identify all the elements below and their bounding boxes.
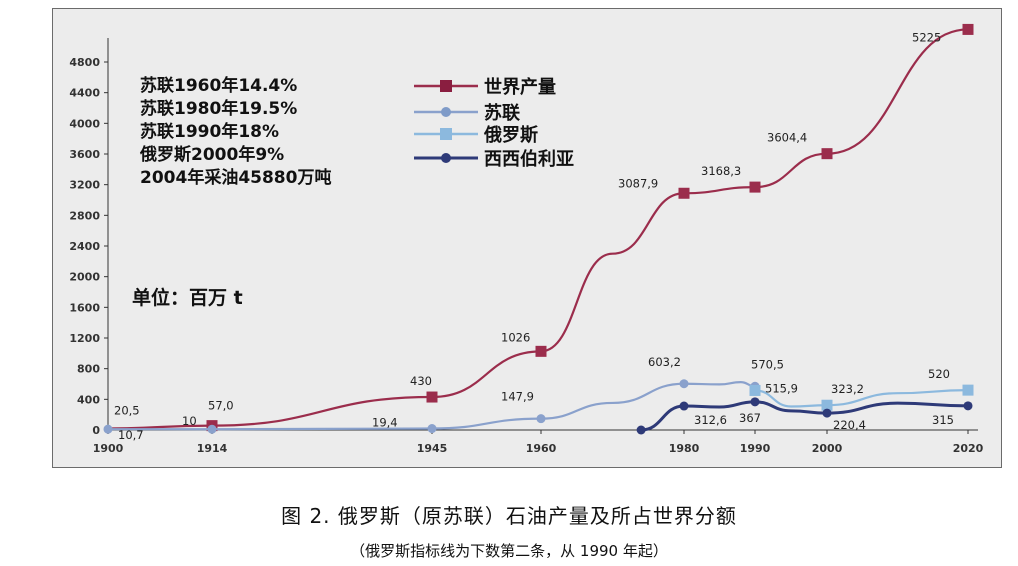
y-tick-label-4000: 4000 [69, 117, 100, 130]
y-tick-label-3200: 3200 [69, 179, 100, 192]
series-point-west-siberia-2000 [822, 408, 832, 418]
data-labels: 20,5 10,7 10 57,0 19,4 430 147,9 1026 3087,9 603,… [114, 30, 954, 442]
y-tick-label-2000: 2000 [69, 271, 100, 284]
figure-caption: 图 2. 俄罗斯（原苏联）石油产量及所占世界分额 [281, 504, 737, 528]
notes-block: 苏联1960年14.4% 苏联1980年19.5% 苏联1990年18% 俄罗斯… [139, 75, 331, 188]
data-label-18: 5225 [912, 30, 941, 44]
x-tick-label-1900: 1900 [93, 442, 124, 455]
data-label-4: 19,4 [372, 416, 398, 430]
data-label-13: 515,9 [765, 381, 798, 395]
unit-label: 单位：百万 t [132, 286, 243, 309]
series-point-ussr-1960 [536, 414, 546, 424]
data-label-14: 367 [739, 411, 761, 425]
series-point-russia-2000 [821, 399, 833, 411]
series-point-ussr-1900 [103, 424, 113, 434]
y-tick-label-400: 400 [77, 393, 100, 406]
series-point-west-siberia-1974 [636, 425, 646, 435]
legend-marker-russia [440, 128, 452, 140]
data-label-7: 1026 [501, 330, 530, 344]
y-tick-label-0: 0 [92, 424, 100, 437]
y-tick-label-4400: 4400 [69, 87, 100, 100]
legend-item-west-siberia: 西西伯利亚 [414, 148, 574, 170]
x-tick-label-2000: 2000 [812, 442, 843, 455]
series-point-world-1960 [535, 345, 547, 357]
series-point-russia-1990 [749, 384, 761, 396]
x-tick-label-1914: 1914 [197, 442, 228, 455]
legend-label-west-siberia: 西西伯利亚 [484, 148, 574, 170]
oil-production-chart: 0 400 800 1200 1600 2000 2400 2800 3200 3600 4000 4… [69, 23, 984, 455]
legend-item-russia: 俄罗斯 [414, 124, 538, 146]
x-tick-label-1980: 1980 [669, 442, 700, 455]
note-5: 2004年采油45880万吨 [140, 167, 331, 188]
data-label-16: 323,2 [831, 382, 864, 396]
series-point-ussr-1980 [679, 379, 689, 389]
legend: 世界产量 苏联 俄罗斯 西西伯利亚 [414, 76, 574, 170]
series-line-ussr [107, 381, 756, 431]
series-point-ussr-1914 [207, 424, 217, 434]
note-3: 苏联1990年18% [140, 121, 279, 142]
y-tick-label-2800: 2800 [69, 209, 100, 222]
y-tick-label-1600: 1600 [69, 301, 100, 314]
series-point-world-1990 [749, 181, 761, 193]
x-tick-label-1960: 1960 [526, 442, 557, 455]
legend-item-world: 世界产量 [414, 76, 556, 98]
series-point-west-siberia-2020 [963, 401, 973, 411]
legend-label-ussr: 苏联 [484, 102, 520, 124]
data-label-3: 57,0 [208, 399, 234, 413]
series-point-world-2020 [962, 23, 974, 35]
chart-frame [52, 8, 1002, 468]
series-point-russia-2020 [962, 384, 974, 396]
legend-marker-world [440, 80, 452, 92]
note-4: 俄罗斯2000年9% [139, 144, 284, 165]
data-label-11: 3168,3 [701, 164, 741, 178]
data-label-20: 315 [932, 413, 954, 427]
data-label-1: 10,7 [118, 428, 144, 442]
note-2: 苏联1980年19.5% [140, 98, 297, 119]
figure-subcaption: （俄罗斯指标线为下数第二条，从 1990 年起） [350, 542, 668, 560]
series-point-ussr-1945 [427, 424, 437, 434]
y-tick-label-800: 800 [77, 363, 100, 376]
data-label-9: 603,2 [648, 355, 681, 369]
legend-item-ussr: 苏联 [414, 102, 520, 124]
series-point-world-1945 [426, 391, 438, 403]
y-tick-label-3600: 3600 [69, 148, 100, 161]
legend-marker-west-siberia [441, 153, 451, 163]
series-point-world-2000 [821, 148, 833, 160]
legend-marker-ussr [441, 107, 451, 117]
data-label-17: 220,4 [833, 418, 866, 432]
series-layer [103, 23, 974, 435]
legend-label-world: 世界产量 [484, 76, 556, 98]
y-tick-label-1200: 1200 [69, 332, 100, 345]
note-1: 苏联1960年14.4% [140, 75, 297, 96]
series-point-west-siberia-1990 [750, 397, 760, 407]
series-point-world-1980 [678, 187, 690, 199]
data-label-12: 570,5 [751, 357, 784, 371]
data-label-6: 147,9 [501, 390, 534, 404]
y-tick-label-2400: 2400 [69, 240, 100, 253]
series-point-west-siberia-1980 [679, 401, 689, 411]
data-label-5: 430 [410, 374, 432, 388]
x-tick-label-2020: 2020 [953, 442, 984, 455]
data-label-15: 3604,4 [767, 131, 807, 145]
data-label-8: 3087,9 [618, 176, 658, 190]
data-label-0: 20,5 [114, 403, 140, 417]
data-label-19: 520 [928, 367, 950, 381]
data-label-10: 312,6 [694, 413, 727, 427]
x-tick-label-1990: 1990 [740, 442, 771, 455]
y-tick-label-4800: 4800 [69, 56, 100, 69]
x-tick-label-1945: 1945 [417, 442, 448, 455]
data-label-2: 10 [182, 414, 197, 428]
legend-label-russia: 俄罗斯 [483, 124, 538, 146]
